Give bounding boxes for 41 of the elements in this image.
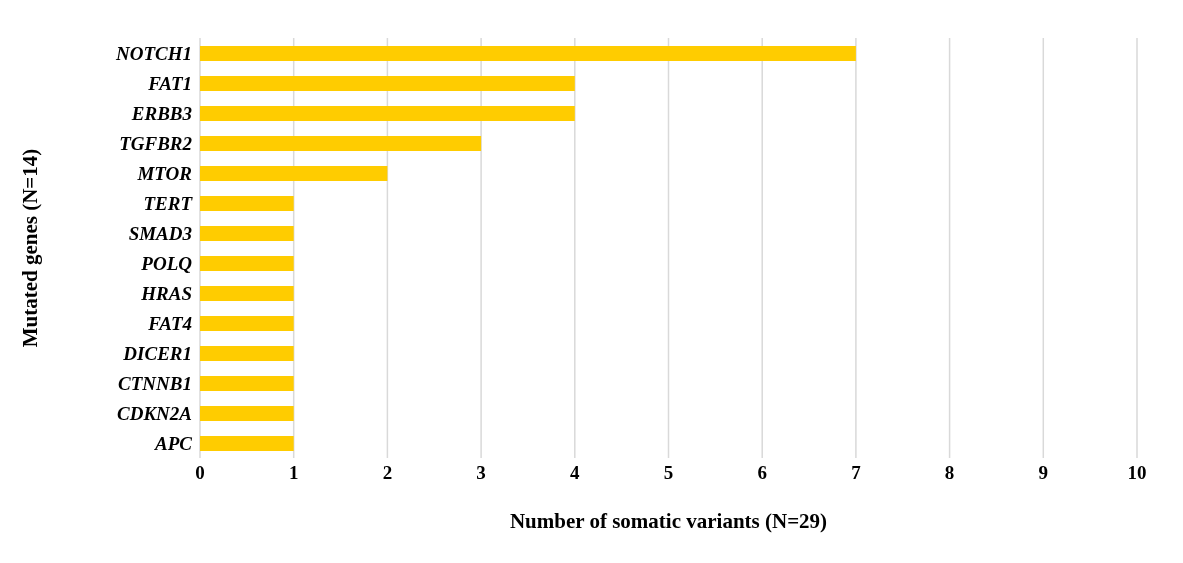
x-tick-label: 1 [288,462,299,484]
bar [200,376,294,391]
x-tick-label: 8 [944,462,955,484]
x-tick-label: 10 [1127,462,1147,484]
y-axis-title: Mutated genes (N=14) [18,148,43,348]
bar [200,136,482,151]
y-tick-label: APC [154,432,193,454]
y-tick-label: ERBB3 [130,102,192,124]
bar [200,106,575,121]
y-tick-label: MTOR [136,162,192,184]
x-tick-label: 5 [663,462,674,484]
y-tick-label: SMAD3 [128,222,192,244]
x-tick-label: 7 [851,462,862,484]
bar [200,316,294,331]
bar [200,196,294,211]
y-tick-label: FAT1 [147,72,192,94]
bar [200,76,575,91]
y-tick-label: DICER1 [122,342,192,364]
x-tick-label: 3 [476,462,486,484]
x-tick-label: 9 [1038,462,1049,484]
y-tick-label: NOTCH1 [115,42,192,64]
bar [200,46,856,61]
bar [200,346,294,361]
y-tick-label: TGFBR2 [119,132,193,154]
bar [200,226,294,241]
bar [200,166,388,181]
x-tick-label: 2 [382,462,393,484]
y-tick-label: TERT [143,192,194,214]
x-axis-title: Number of somatic variants (N=29) [509,509,828,533]
x-tick-label: 4 [570,462,581,484]
x-tick-label: 0 [195,462,205,484]
bar [200,406,294,421]
bar [200,286,294,301]
bar [200,256,294,271]
y-tick-label: POLQ [140,252,193,274]
y-tick-label: CTNNB1 [118,372,192,394]
bar [200,436,294,451]
y-tick-label: CDKN2A [117,402,192,424]
y-tick-label: FAT4 [147,312,192,334]
x-tick-label: 6 [757,462,767,484]
y-tick-label: HRAS [140,282,192,304]
